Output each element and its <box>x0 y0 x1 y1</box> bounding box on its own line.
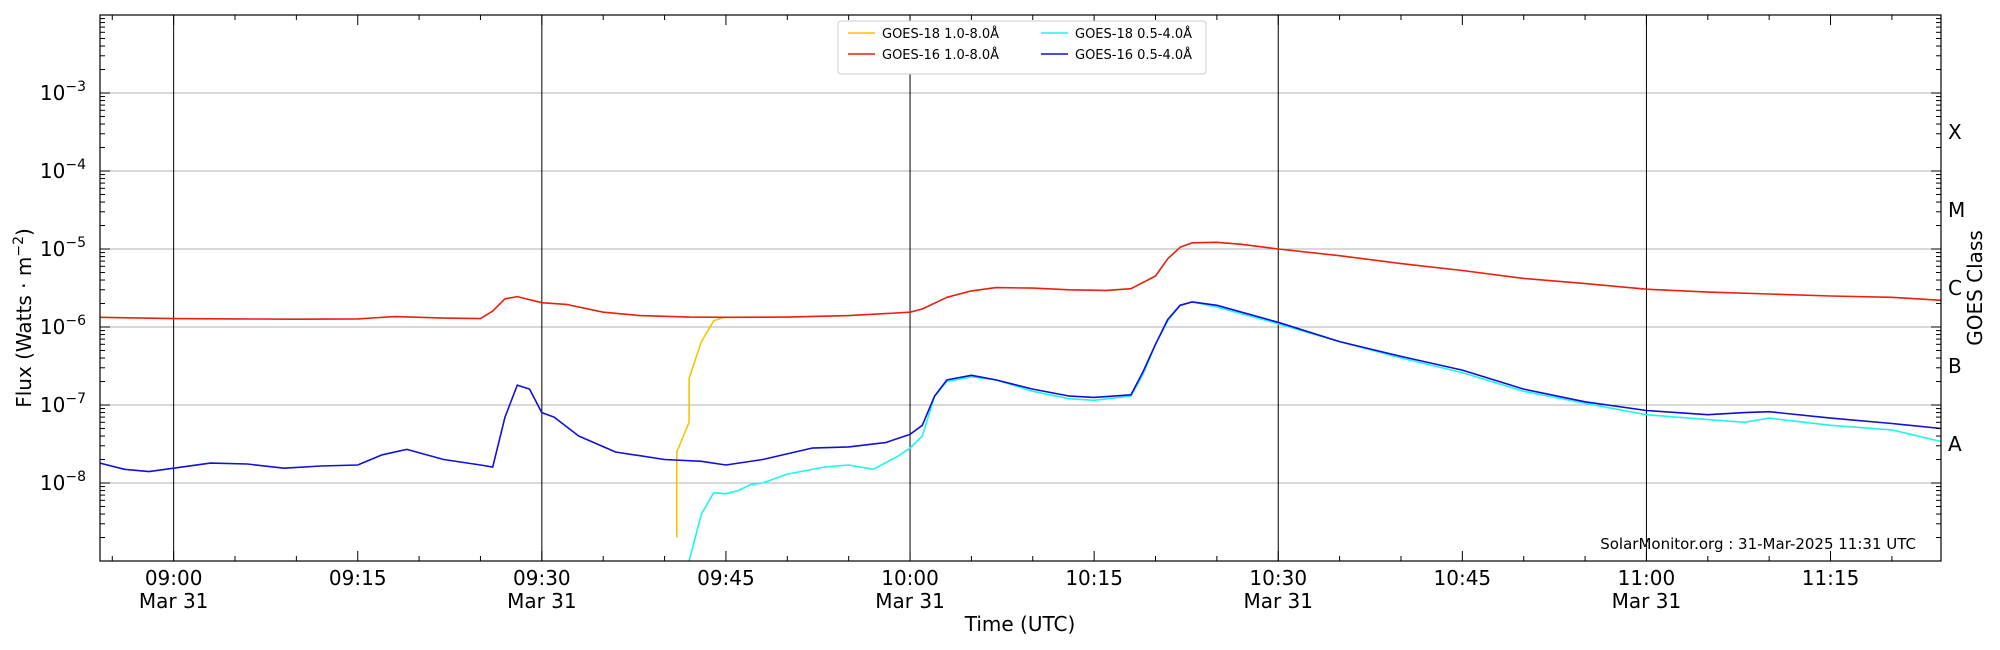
series-line-4 <box>99 301 1942 473</box>
x-tick-label: 09:00 <box>145 566 203 590</box>
legend-entry-label: GOES-16 1.0-8.0Å <box>882 47 999 63</box>
grid <box>100 15 1941 561</box>
x-tick-date-label: Mar 31 <box>1612 589 1682 613</box>
credit-text: SolarMonitor.org : 31-Mar-2025 11:31 UTC <box>1600 535 1916 553</box>
plot-frame <box>99 14 1942 562</box>
legend-entry-label: GOES-18 1.0-8.0Å <box>882 26 999 42</box>
x-tick-label: 10:15 <box>1065 566 1123 590</box>
y-tick-label: 10−6 <box>40 313 86 339</box>
goes-class-label-m: M <box>1948 198 1965 222</box>
y-tick-label: 10−8 <box>40 469 86 495</box>
legend-box <box>837 20 1207 75</box>
legend-entry-label: GOES-16 0.5-4.0Å <box>1075 47 1192 63</box>
goes-class-label-b: B <box>1948 354 1962 378</box>
x-tick-date-label: Mar 31 <box>1243 589 1313 613</box>
x-tick-label: 09:45 <box>697 566 755 590</box>
x-axis-label: Time (UTC) <box>964 612 1076 636</box>
series-line-3 <box>688 301 1942 562</box>
y-tick-label: 10−3 <box>40 79 86 105</box>
y-axis-label: Flux (Watts · m−2) <box>11 228 36 408</box>
legend: GOES-18 1.0-8.0Å GOES-16 1.0-8.0Å GOES-18 … <box>837 20 1207 75</box>
y-tick-label: 10−5 <box>40 235 86 261</box>
goes-class-label-a: A <box>1948 432 1962 456</box>
x-tick-label: 10:30 <box>1249 566 1307 590</box>
x-tick-label: 09:30 <box>513 566 571 590</box>
x-tick-label: 11:15 <box>1802 566 1860 590</box>
goes-class-axis-label: GOES Class <box>1963 230 1987 346</box>
y-tick-label: 10−7 <box>40 391 86 417</box>
series-line-1 <box>675 316 727 538</box>
x-tick-label: 09:15 <box>329 566 387 590</box>
x-tick-label: 10:45 <box>1434 566 1492 590</box>
y-tick-label: 10−4 <box>40 157 86 183</box>
x-tick-label: 10:00 <box>881 566 939 590</box>
x-tick-date-label: Mar 31 <box>875 589 945 613</box>
legend-entry-label: GOES-18 0.5-4.0Å <box>1075 26 1192 42</box>
goes-class-label-x: X <box>1948 120 1962 144</box>
goes-class-label-c: C <box>1948 276 1962 300</box>
series-line-2 <box>99 241 1942 321</box>
series-lines <box>99 241 1942 562</box>
x-tick-date-label: Mar 31 <box>139 589 209 613</box>
x-tick-date-label: Mar 31 <box>507 589 577 613</box>
x-tick-label: 11:00 <box>1618 566 1676 590</box>
